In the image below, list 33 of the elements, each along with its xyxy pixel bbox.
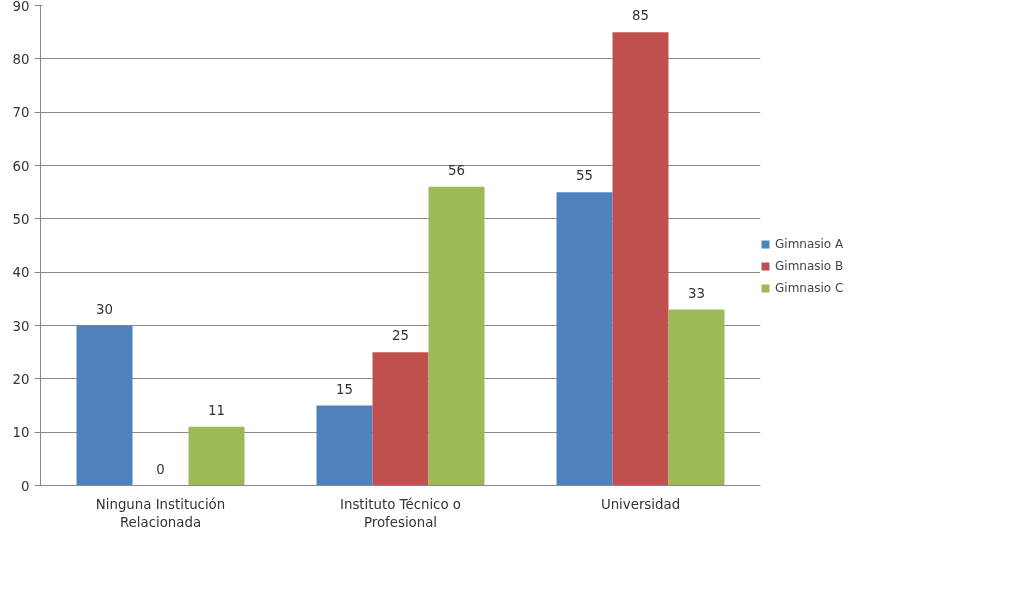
data-label: 0 [156,461,165,477]
y-tick-label: 80 [12,51,30,67]
bar [316,405,373,486]
legend-label: Gimnasio A [775,237,844,251]
data-label: 11 [208,402,225,418]
y-tick-label: 0 [21,478,30,494]
bar [668,309,725,486]
y-tick-label: 50 [12,211,30,227]
y-tick-label: 20 [12,371,30,387]
y-tick-label: 30 [12,318,30,334]
data-label: 33 [688,285,705,301]
x-tick-label: Universidad [600,496,681,512]
bar [612,32,669,486]
data-label: 25 [392,328,409,344]
bar [372,352,429,486]
legend-label: Gimnasio B [775,259,844,273]
bar [188,426,245,486]
y-tick-label: 10 [12,425,30,441]
y-tick-label: 40 [12,265,30,281]
data-label: 56 [448,162,465,178]
data-label: 55 [576,168,593,184]
data-label: 85 [632,8,649,24]
x-tick-label: Instituto Técnico o Profesional [340,496,461,530]
y-tick-label: 60 [12,158,30,174]
bar [76,325,133,486]
bar [428,186,485,486]
bar [556,192,613,486]
data-label: 30 [96,301,113,317]
x-tick-label: Ninguna Institución Relacionada [95,496,226,530]
legend-label: Gimnasio C [775,281,844,295]
y-tick-label: 70 [12,105,30,121]
y-tick-label: 90 [12,0,30,14]
data-label: 15 [336,381,353,397]
